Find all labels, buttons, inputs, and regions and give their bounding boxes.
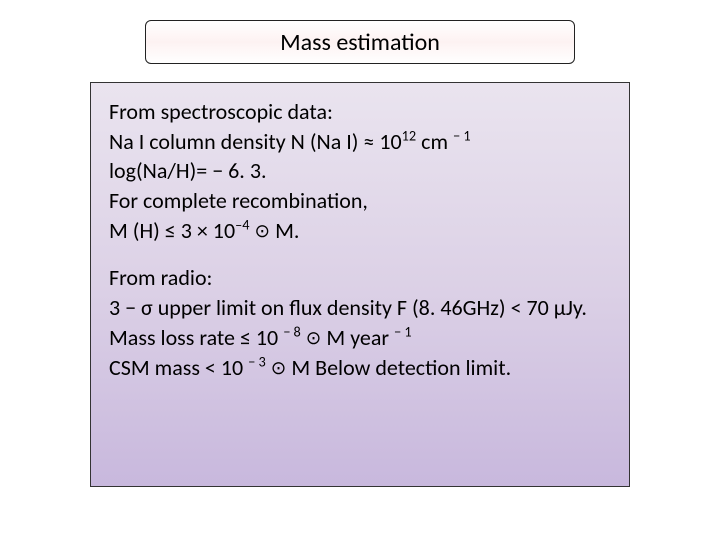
title-text: Mass estimation xyxy=(280,28,440,57)
spec-line2-sup2: − 1 xyxy=(453,126,471,144)
radio-line3-c: M year xyxy=(321,324,394,351)
spec-line3: log(Na/H)= − 6. 3. xyxy=(109,157,267,184)
sun-icon: ⊙ xyxy=(271,357,287,380)
radio-line3-a: Mass loss rate ≤ 10 xyxy=(109,324,283,351)
spec-line2-a: Na I column density N (Na I) ≈ 10 xyxy=(109,128,402,155)
title-box: Mass estimation xyxy=(145,20,575,64)
spec-line5-c: M. xyxy=(270,217,299,244)
radio-line3-sup2: − 1 xyxy=(394,322,412,340)
radio-line4-a: CSM mass < 10 xyxy=(109,354,248,381)
radio-line1: From radio: xyxy=(109,264,212,291)
paragraph-radio: From radio: 3 − σ upper limit on flux de… xyxy=(109,263,611,382)
radio-line4-sup: − 3 xyxy=(248,352,266,370)
radio-line4-c: M Below detection limit. xyxy=(286,354,511,381)
spec-line1: From spectroscopic data: xyxy=(109,98,333,125)
spec-line2-sup1: 12 xyxy=(402,126,417,144)
paragraph-spectroscopic: From spectroscopic data: Na I column den… xyxy=(109,97,611,245)
radio-line3-sup: − 8 xyxy=(283,322,301,340)
sun-icon: ⊙ xyxy=(254,220,270,243)
spec-line4: For complete recombination, xyxy=(109,187,368,214)
content-box: From spectroscopic data: Na I column den… xyxy=(90,82,630,487)
sun-icon: ⊙ xyxy=(306,327,322,350)
spec-line5-a: M (H) ≤ 3 × 10 xyxy=(109,217,235,244)
radio-line2: 3 − σ upper limit on flux density F (8. … xyxy=(109,294,587,321)
radio-line4-b xyxy=(266,354,271,381)
spec-line5-sup: –4 xyxy=(235,215,249,233)
spec-line2-b: cm xyxy=(416,128,453,155)
